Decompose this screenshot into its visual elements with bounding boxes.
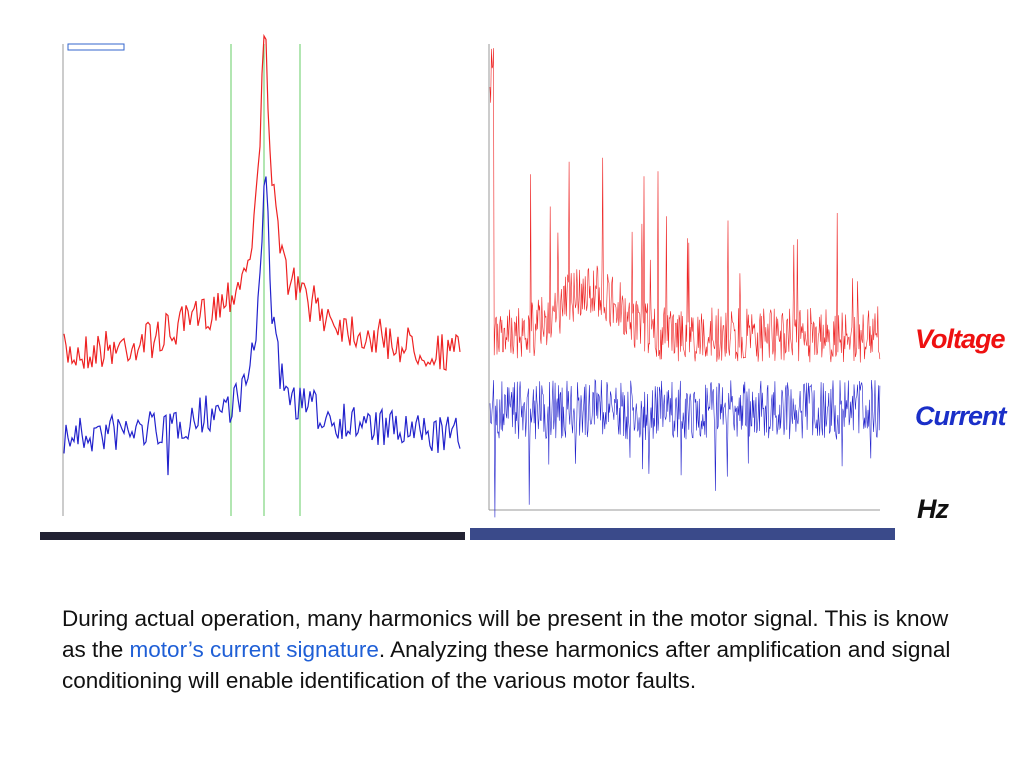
text: . Analyzing these harmonics after amplif… (62, 637, 951, 693)
voltage-label: Voltage (915, 324, 1006, 354)
right-traces (489, 48, 881, 518)
body-text: During actual operation, many harmonics … (62, 603, 962, 696)
highlight-text: motor’s current signature (129, 637, 379, 662)
left-traces (63, 33, 461, 476)
trace (63, 176, 461, 476)
right-status-bar (470, 528, 895, 540)
left-legend-box (67, 43, 125, 51)
current-label: Current (915, 401, 1008, 431)
trace (63, 33, 461, 371)
left-panel (40, 42, 465, 540)
hz-label: Hz (917, 494, 949, 524)
text: During actual operation, many harmonics … (62, 606, 949, 662)
left-status-bar (40, 532, 465, 540)
trace (489, 48, 881, 363)
right-panel (470, 42, 895, 540)
trace (489, 378, 881, 518)
